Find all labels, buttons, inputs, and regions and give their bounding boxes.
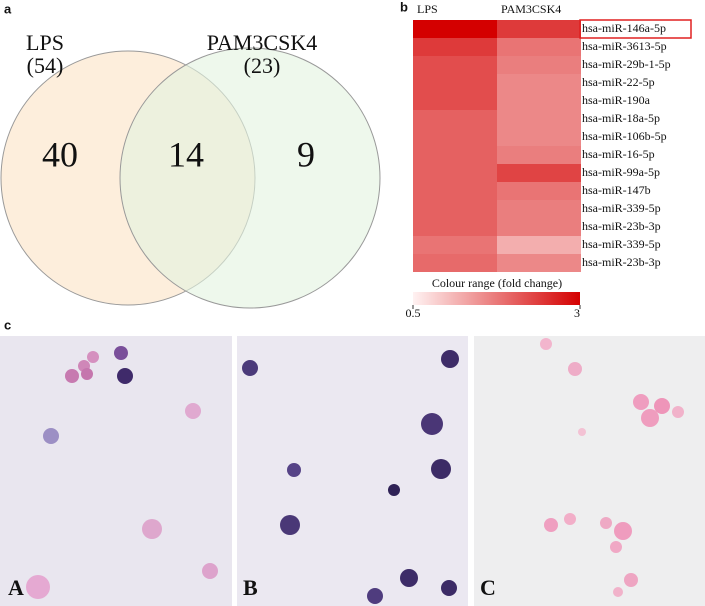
- panel-label: a: [4, 1, 12, 16]
- heat-cell: [413, 110, 497, 128]
- heat-cell: [497, 182, 581, 200]
- heat-cell: [413, 254, 497, 272]
- set-only: 40: [42, 134, 78, 174]
- column-label: PAM3CSK4: [501, 2, 561, 16]
- image-label: B: [243, 575, 258, 600]
- heat-cell: [497, 110, 581, 128]
- row-label: hsa-miR-147b: [582, 183, 651, 197]
- heat-cell: [497, 38, 581, 56]
- heat-cell: [497, 74, 581, 92]
- heat-cell: [413, 38, 497, 56]
- heat-cell: [497, 200, 581, 218]
- row-label: hsa-miR-3613-5p: [582, 39, 667, 53]
- micrograph: [0, 336, 232, 606]
- set-total: (23): [244, 53, 281, 78]
- image-label: C: [480, 575, 496, 600]
- row-label: hsa-miR-106b-5p: [582, 129, 667, 143]
- heat-cell: [497, 254, 581, 272]
- heatmap: [413, 20, 581, 272]
- row-label: hsa-miR-16-5p: [582, 147, 655, 161]
- set-name: LPS: [26, 30, 64, 55]
- venn-circle: [119, 47, 381, 309]
- heat-cell: [413, 92, 497, 110]
- row-label: hsa-miR-22-5p: [582, 75, 655, 89]
- row-label: hsa-miR-339-5p: [582, 201, 661, 215]
- row-label: hsa-miR-99a-5p: [582, 165, 660, 179]
- micrograph: [474, 336, 705, 606]
- heat-cell: [413, 56, 497, 74]
- heat-cell: [413, 164, 497, 182]
- heat-cell: [413, 236, 497, 254]
- heat-cell: [497, 236, 581, 254]
- set-total: (54): [27, 53, 64, 78]
- heat-cell: [497, 218, 581, 236]
- column-label: LPS: [417, 2, 438, 16]
- heat-cell: [413, 146, 497, 164]
- heat-cell: [497, 164, 581, 182]
- row-label: hsa-miR-339-5p: [582, 237, 661, 251]
- row-label: hsa-miR-18a-5p: [582, 111, 660, 125]
- heat-cell: [413, 182, 497, 200]
- row-label: hsa-miR-23b-3p: [582, 255, 661, 269]
- row-label: hsa-miR-29b-1-5p: [582, 57, 671, 71]
- heat-cell: [497, 146, 581, 164]
- panel-label: c: [4, 317, 11, 332]
- heat-cell: [413, 128, 497, 146]
- heat-cell: [497, 128, 581, 146]
- set-name: PAM3CSK4: [207, 30, 317, 55]
- panel-label: b: [400, 0, 408, 14]
- heat-cell: [413, 20, 497, 38]
- micrograph: [237, 336, 468, 606]
- row-label: hsa-miR-190a: [582, 93, 651, 107]
- set-only: 9: [297, 134, 315, 174]
- heat-cell: [497, 56, 581, 74]
- scale-tick-label: 0.5: [406, 306, 421, 320]
- cells: [26, 338, 684, 604]
- heat-cell: [497, 20, 581, 38]
- scale-title: Colour range (fold change): [432, 276, 562, 290]
- image-label: A: [8, 575, 24, 600]
- heat-cell: [413, 74, 497, 92]
- colour-bar: [413, 292, 580, 305]
- heat-cell: [497, 92, 581, 110]
- highlight-box: [579, 19, 692, 39]
- overlap: 14: [168, 134, 204, 174]
- scale-tick-label: 3: [574, 306, 580, 320]
- heat-cell: [413, 218, 497, 236]
- row-label: hsa-miR-23b-3p: [582, 219, 661, 233]
- row-label: hsa-miR-146a-5p: [582, 21, 666, 35]
- heat-cell: [413, 200, 497, 218]
